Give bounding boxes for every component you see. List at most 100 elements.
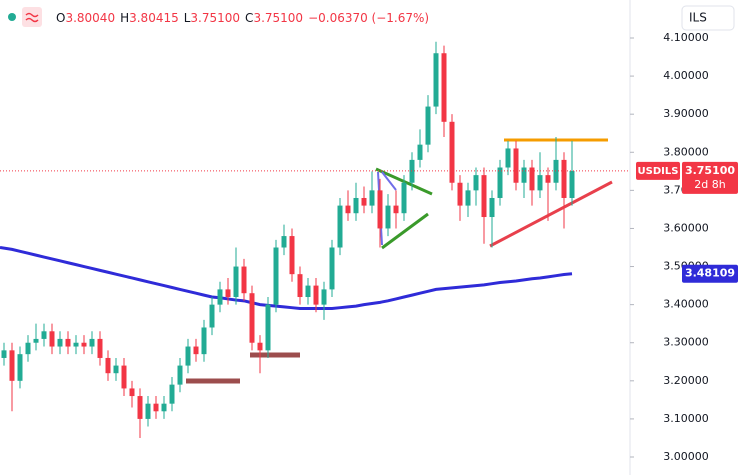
- candle-body: [545, 175, 551, 183]
- candle-body: [529, 167, 535, 191]
- candle-body: [65, 338, 71, 347]
- candle-body: [129, 388, 135, 397]
- ohlc-text: O3.80040 H3.80415 L3.75100 C3.75100 −0.06370…: [56, 11, 429, 25]
- candle-body: [561, 159, 567, 198]
- candle-body: [217, 289, 223, 305]
- candle-body: [481, 175, 487, 218]
- candle-body: [425, 106, 431, 145]
- y-tick-label: 3.20000: [663, 374, 709, 387]
- candle-body: [81, 342, 87, 347]
- symbol-tag: [636, 161, 680, 180]
- moving-average: [0, 246, 573, 310]
- ohlc-value: 3.80415: [129, 11, 179, 25]
- ohlc-value: 3.75100: [190, 11, 240, 25]
- symbol-label: USDILS: [638, 166, 679, 177]
- ohlc-key: O: [56, 11, 65, 25]
- candle-body: [25, 342, 31, 355]
- candle-body: [73, 342, 79, 347]
- ohlc-value: 3.80040: [65, 11, 115, 25]
- pennant-line: [381, 212, 429, 250]
- candle-body: [193, 346, 199, 355]
- last-price-label: 3.75100: [685, 164, 735, 177]
- ma-price-label: 3.48109: [685, 267, 735, 280]
- candle-body: [329, 247, 335, 290]
- y-tick-label: 3.80000: [663, 145, 709, 158]
- candle-body: [385, 205, 391, 229]
- candle-body: [345, 205, 351, 214]
- candle-body: [121, 365, 127, 389]
- ma-tag: [682, 264, 738, 283]
- candle-body: [225, 289, 231, 298]
- candle-body: [433, 53, 439, 107]
- candle-body: [281, 236, 287, 248]
- candle-body: [401, 182, 407, 214]
- candle-body: [169, 384, 175, 404]
- candle-body: [97, 338, 103, 358]
- toggle-icon[interactable]: [22, 7, 42, 27]
- candle-body: [449, 121, 455, 183]
- candle-body: [137, 396, 143, 419]
- plot: [0, 41, 575, 438]
- candle-body: [289, 236, 295, 275]
- currency-button[interactable]: [681, 5, 735, 31]
- candle-body: [569, 170, 575, 198]
- y-tick-label: 3.00000: [663, 450, 709, 463]
- ohlc-header: O3.80040 H3.80415 L3.75100 C3.75100 −0.06370…: [56, 11, 429, 25]
- candle-body: [473, 175, 479, 191]
- candle-body: [273, 247, 279, 305]
- countdown-label: 2d 8h: [694, 178, 725, 191]
- candle-body: [177, 365, 183, 385]
- candle-body: [105, 357, 111, 374]
- currency-label: ILS: [689, 11, 707, 25]
- candle-body: [33, 338, 39, 343]
- candle-body: [489, 197, 495, 218]
- ohlc-key: H: [120, 11, 129, 25]
- candle-body: [337, 205, 343, 248]
- candle-body: [185, 346, 191, 366]
- candle-body: [497, 167, 503, 198]
- candle-body: [305, 285, 311, 298]
- candle-body: [1, 350, 7, 358]
- candle-body: [145, 403, 151, 419]
- y-tick-label: 3.40000: [663, 298, 709, 311]
- candle-body: [241, 266, 247, 294]
- y-tick-label: 3.10000: [663, 412, 709, 425]
- candle-body: [265, 304, 271, 351]
- candle-body: [41, 331, 47, 339]
- y-tick-label: 3.60000: [663, 221, 709, 234]
- candle-body: [209, 304, 215, 328]
- candle-body: [513, 148, 519, 183]
- candle-body: [257, 342, 263, 351]
- candle-body: [297, 274, 303, 298]
- candle-body: [57, 338, 63, 347]
- candle-body: [233, 266, 239, 298]
- pole-line: [381, 171, 397, 191]
- candle-body: [353, 197, 359, 214]
- candle-body: [201, 327, 207, 355]
- y-tick-label: 4.10000: [663, 31, 709, 44]
- candle-body: [521, 167, 527, 183]
- candle-body: [249, 293, 255, 343]
- ohlc-key: L: [184, 11, 191, 25]
- candle-body: [161, 403, 167, 412]
- candle-body: [393, 205, 399, 214]
- candle-body: [465, 190, 471, 206]
- candle-body: [9, 350, 15, 381]
- candle-body: [17, 354, 23, 381]
- ohlc-value: 3.75100: [253, 11, 303, 25]
- candle-body: [417, 144, 423, 160]
- candle-body: [153, 403, 159, 412]
- status-dot: [8, 13, 16, 21]
- candle-body: [537, 175, 543, 191]
- ohlc-change: −0.06370 (−1.67%): [308, 11, 429, 25]
- candle-body: [113, 365, 119, 374]
- candle-body: [321, 289, 327, 305]
- candle-body: [377, 190, 383, 229]
- trend-line: [489, 180, 613, 248]
- toggle-glyph: [25, 12, 39, 23]
- candle-body: [457, 182, 463, 206]
- y-tick-label: 3.90000: [663, 107, 709, 120]
- candle-body: [369, 190, 375, 206]
